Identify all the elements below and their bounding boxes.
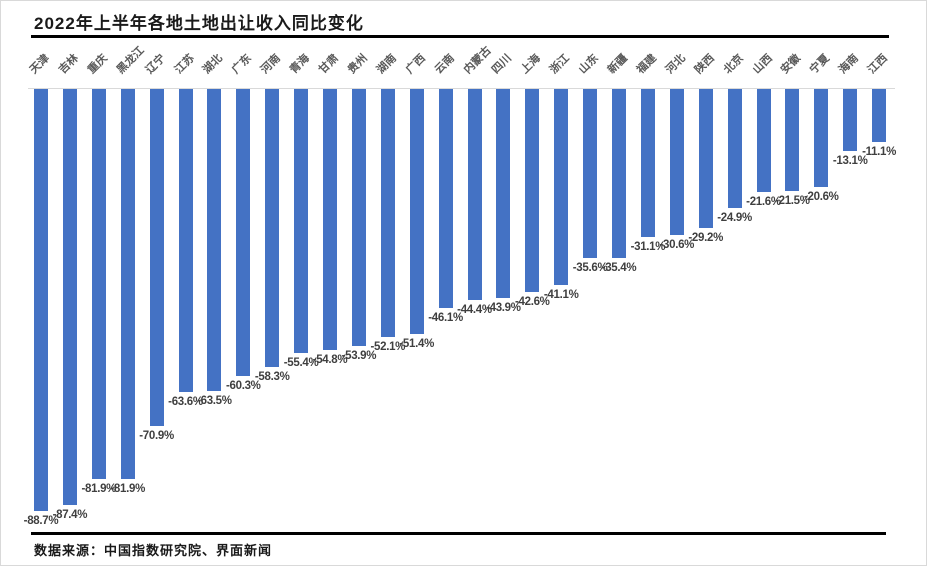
category-label-重庆: 重庆 xyxy=(85,52,110,77)
category-label-海南: 海南 xyxy=(836,52,862,77)
category-label-云南: 云南 xyxy=(432,52,457,77)
bar-内蒙古 xyxy=(467,89,482,300)
chart-title: 2022年上半年各地土地出让收入同比变化 xyxy=(34,14,364,33)
bar-青海 xyxy=(294,89,309,353)
value-label-云南: -46.1% xyxy=(428,312,463,324)
bar-河北 xyxy=(669,89,684,235)
bar-江苏 xyxy=(178,89,193,392)
bar-山西 xyxy=(756,89,771,192)
category-label-贵州: 贵州 xyxy=(345,52,370,77)
value-label-江苏: -63.6% xyxy=(168,396,203,408)
category-label-内蒙古: 内蒙古 xyxy=(461,44,494,77)
category-label-甘肃: 甘肃 xyxy=(316,52,341,77)
category-label-广东: 广东 xyxy=(230,52,255,77)
value-label-安徽: -21.5% xyxy=(775,195,810,207)
value-label-海南: -13.1% xyxy=(832,155,868,167)
value-label-青海: -55.4% xyxy=(283,357,319,369)
value-label-宁夏: -20.6% xyxy=(803,191,839,203)
bar-新疆 xyxy=(612,89,626,258)
category-label-河南: 河南 xyxy=(258,52,284,77)
value-label-湖南: -52.1% xyxy=(370,341,406,353)
category-label-河北: 河北 xyxy=(663,52,688,77)
bar-福建 xyxy=(640,89,655,237)
bar-贵州 xyxy=(351,89,366,346)
value-label-广东: -60.3% xyxy=(225,380,261,392)
value-label-上海: -42.6% xyxy=(514,296,550,308)
value-label-浙江: -41.1% xyxy=(543,289,579,301)
value-label-湖北: -63.5% xyxy=(197,395,232,407)
bar-辽宁 xyxy=(149,89,164,426)
bar-河南 xyxy=(265,89,280,367)
bar-宁夏 xyxy=(814,89,829,187)
category-label-江西: 江西 xyxy=(865,52,890,77)
bar-四川 xyxy=(496,89,511,298)
bar-浙江 xyxy=(554,89,569,285)
data-source-note: 数据来源：中国指数研究院、界面新闻 xyxy=(34,543,273,558)
category-label-湖南: 湖南 xyxy=(374,52,399,77)
category-label-青海: 青海 xyxy=(287,52,312,77)
bar-海南 xyxy=(843,89,858,151)
category-label-新疆: 新疆 xyxy=(605,52,630,77)
category-label-吉林: 吉林 xyxy=(56,52,81,77)
category-label-宁夏: 宁夏 xyxy=(808,52,833,77)
category-label-山西: 山西 xyxy=(750,52,775,77)
bar-陕西 xyxy=(698,89,713,228)
bar-湖北 xyxy=(207,89,222,391)
category-label-浙江: 浙江 xyxy=(547,52,573,77)
category-label-江苏: 江苏 xyxy=(172,52,197,77)
category-label-北京: 北京 xyxy=(721,52,746,77)
bar-黑龙江 xyxy=(120,89,135,479)
value-label-重庆: -81.9% xyxy=(81,483,117,495)
value-label-甘肃: -54.8% xyxy=(312,354,348,366)
category-label-陕西: 陕西 xyxy=(692,52,717,77)
category-label-黑龙江: 黑龙江 xyxy=(114,44,147,77)
category-label-安徽: 安徽 xyxy=(779,52,804,77)
value-label-黑龙江: -81.9% xyxy=(110,483,145,495)
category-label-上海: 上海 xyxy=(519,52,544,77)
bar-吉林 xyxy=(62,89,77,505)
category-label-广西: 广西 xyxy=(403,52,428,77)
bar-广西 xyxy=(409,89,424,334)
value-label-福建: -31.1% xyxy=(630,241,666,253)
bar-云南 xyxy=(438,89,453,308)
category-label-福建: 福建 xyxy=(634,52,659,77)
bar-甘肃 xyxy=(323,89,337,350)
value-label-四川: -43.9% xyxy=(486,302,521,314)
value-label-江西: -11.1% xyxy=(862,146,897,158)
value-label-广西: -51.4% xyxy=(399,338,434,350)
value-label-贵州: -53.9% xyxy=(341,350,377,362)
category-label-天津: 天津 xyxy=(27,52,52,77)
bar-山东 xyxy=(583,89,598,258)
value-label-内蒙古: -44.4% xyxy=(457,304,492,316)
bar-江西 xyxy=(872,89,887,142)
bar-上海 xyxy=(525,89,540,292)
value-label-天津: -88.7% xyxy=(23,515,59,527)
category-label-湖北: 湖北 xyxy=(201,52,226,77)
value-label-山西: -21.6% xyxy=(746,196,781,208)
bar-安徽 xyxy=(785,89,800,191)
value-label-新疆: -35.4% xyxy=(601,262,637,274)
value-label-北京: -24.9% xyxy=(717,212,752,224)
bar-重庆 xyxy=(91,89,106,479)
zero-axis-line xyxy=(28,88,895,89)
title-divider xyxy=(31,35,889,38)
value-label-河北: -30.6% xyxy=(659,239,695,251)
value-label-辽宁: -70.9% xyxy=(139,430,174,442)
value-label-河南: -58.3% xyxy=(254,371,290,383)
bar-天津 xyxy=(34,89,48,511)
value-label-山东: -35.6% xyxy=(572,262,608,274)
value-label-陕西: -29.2% xyxy=(688,232,723,244)
bar-湖南 xyxy=(380,89,395,337)
bar-北京 xyxy=(727,89,742,208)
value-label-吉林: -87.4% xyxy=(52,509,88,521)
category-label-山东: 山东 xyxy=(576,52,601,77)
footer-divider xyxy=(31,532,886,535)
bar-广东 xyxy=(236,89,251,376)
